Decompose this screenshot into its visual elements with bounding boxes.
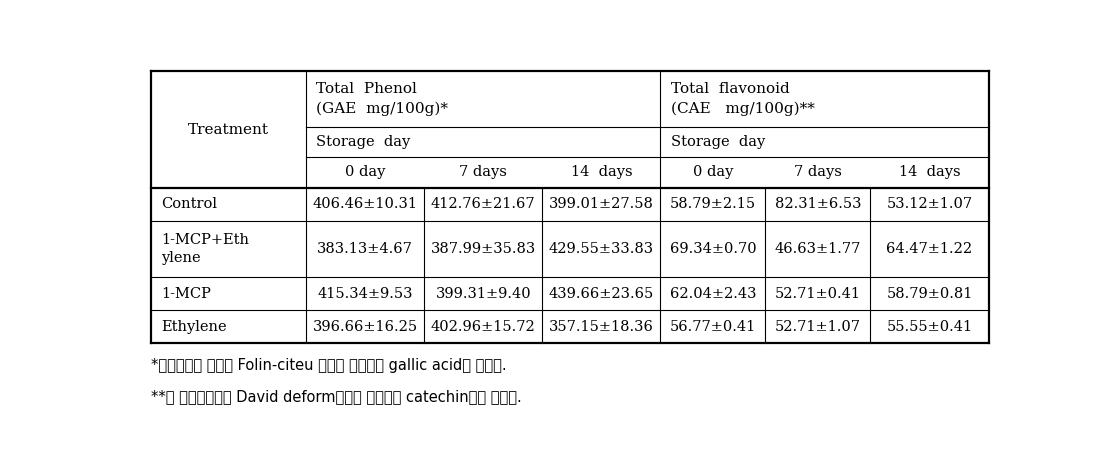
Text: 406.46±10.31: 406.46±10.31: [313, 197, 418, 211]
Text: 53.12±1.07: 53.12±1.07: [886, 197, 972, 211]
Text: 58.79±0.81: 58.79±0.81: [886, 287, 972, 301]
Text: 396.66±16.25: 396.66±16.25: [313, 320, 418, 334]
Text: 1-MCP: 1-MCP: [161, 287, 211, 301]
Text: 357.15±18.36: 357.15±18.36: [549, 320, 654, 334]
Text: 14  days: 14 days: [571, 165, 633, 179]
Text: Storage  day: Storage day: [316, 135, 410, 149]
Text: 69.34±0.70: 69.34±0.70: [669, 242, 757, 256]
Text: 439.66±23.65: 439.66±23.65: [549, 287, 654, 301]
Text: 7 days: 7 days: [794, 165, 842, 179]
Text: 62.04±2.43: 62.04±2.43: [669, 287, 757, 301]
Text: 412.76±21.67: 412.76±21.67: [431, 197, 535, 211]
Text: Total  flavonoid
(CAE   mg/100g)**: Total flavonoid (CAE mg/100g)**: [670, 82, 814, 116]
Text: 399.31±9.40: 399.31±9.40: [436, 287, 531, 301]
Text: Treatment: Treatment: [188, 123, 269, 137]
Text: 52.71±1.07: 52.71±1.07: [775, 320, 860, 334]
Text: 58.79±2.15: 58.79±2.15: [670, 197, 757, 211]
Text: 1-MCP+Eth
ylene: 1-MCP+Eth ylene: [161, 233, 249, 264]
Text: 7 days: 7 days: [459, 165, 508, 179]
Text: **총 플라보이드는 David deform법으로 측정하여 catechin으로 정량함.: **총 플라보이드는 David deform법으로 측정하여 catechin…: [152, 389, 522, 404]
Text: 415.34±9.53: 415.34±9.53: [317, 287, 413, 301]
Text: 0 day: 0 day: [345, 165, 385, 179]
Text: *총폴리페놀 함량은 Folin-citeu 법으로 측정하여 gallic acid로 정량함.: *총폴리페놀 함량은 Folin-citeu 법으로 측정하여 gallic a…: [152, 358, 507, 373]
Text: 64.47±1.22: 64.47±1.22: [886, 242, 972, 256]
Text: 46.63±1.77: 46.63±1.77: [775, 242, 862, 256]
Text: 52.71±0.41: 52.71±0.41: [775, 287, 860, 301]
Text: Storage  day: Storage day: [670, 135, 765, 149]
Text: 402.96±15.72: 402.96±15.72: [431, 320, 535, 334]
Text: 14  days: 14 days: [899, 165, 960, 179]
Text: 56.77±0.41: 56.77±0.41: [670, 320, 757, 334]
Text: Total  Phenol
(GAE  mg/100g)*: Total Phenol (GAE mg/100g)*: [316, 82, 448, 116]
Text: Control: Control: [161, 197, 218, 211]
Text: 55.55±0.41: 55.55±0.41: [886, 320, 972, 334]
Text: 0 day: 0 day: [692, 165, 733, 179]
Text: 399.01±27.58: 399.01±27.58: [549, 197, 654, 211]
Text: 383.13±4.67: 383.13±4.67: [317, 242, 414, 256]
Text: Ethylene: Ethylene: [161, 320, 227, 334]
Text: 387.99±35.83: 387.99±35.83: [430, 242, 536, 256]
Text: 429.55±33.83: 429.55±33.83: [549, 242, 654, 256]
Text: 82.31±6.53: 82.31±6.53: [774, 197, 862, 211]
